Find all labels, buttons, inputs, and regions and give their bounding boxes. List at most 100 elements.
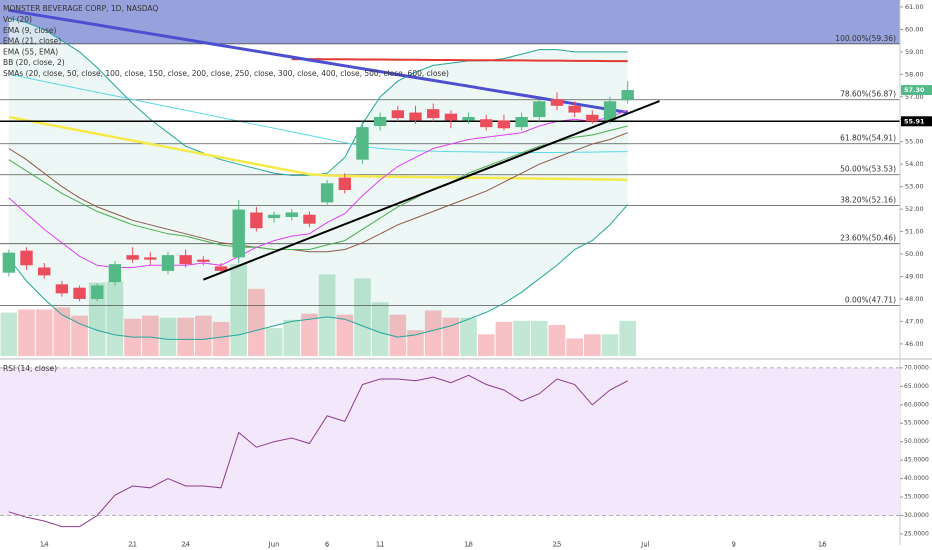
volume-bar (230, 264, 248, 356)
y-tick-label: 53.00 (905, 183, 924, 191)
volume-bar (424, 310, 442, 356)
fib-label: 61.80%(54.91) (840, 134, 896, 143)
volume-bar (53, 307, 71, 356)
volume-bar (318, 274, 336, 356)
x-tick-label: 24 (181, 541, 190, 549)
x-tick-label: 9 (732, 541, 736, 549)
volume-bar (35, 309, 53, 356)
rsi-y-tick-label: 25.0000 (904, 530, 929, 537)
x-tick-label: Jul (640, 541, 650, 549)
candle-body (462, 117, 475, 121)
y-tick-label: 58.00 (905, 70, 924, 78)
candle-body (356, 127, 369, 160)
band-line (8, 204, 629, 340)
rsi-y-tick-label: 35.0000 (904, 494, 929, 501)
candle-body (179, 255, 192, 265)
x-tick-label: 21 (128, 541, 137, 549)
overlay-line (8, 8, 628, 114)
candle-body (621, 90, 634, 101)
fib-label: 78.60%(56.87) (840, 90, 896, 99)
candle-body (20, 250, 33, 266)
candle-body (285, 212, 298, 217)
y-tick-label: 61.00 (905, 3, 924, 11)
volume-bar (601, 334, 619, 356)
rsi-y-tick-label: 30.0000 (904, 512, 929, 519)
indicator-label: EMA (9, close) (3, 26, 57, 35)
candle-body (250, 212, 263, 229)
candle-body (338, 177, 351, 191)
candle-body (73, 287, 86, 299)
rsi-y-tick-label: 60.0000 (904, 401, 929, 408)
volume-bar (619, 320, 637, 356)
fib-label: 38.20%(52.16) (840, 196, 896, 205)
x-tick-label: 16 (818, 541, 827, 549)
volume-bar (513, 320, 530, 356)
overlay-line (8, 115, 628, 182)
candle-body (409, 112, 422, 121)
candle-body (480, 119, 493, 128)
candle-body (533, 101, 546, 118)
candle-body (144, 257, 157, 260)
indicator-label: EMA (55, EMA) (3, 47, 58, 56)
candle-body (55, 284, 69, 294)
volume-bar (495, 321, 513, 356)
rsi-title: RSI (14, close) (3, 364, 57, 373)
candle-body (267, 214, 281, 219)
volume-bar (177, 317, 194, 356)
x-tick-label: 14 (40, 541, 49, 549)
candle-body (232, 209, 245, 258)
volume-bar (71, 315, 88, 356)
x-tick-label: 25 (553, 541, 562, 549)
y-tick-label: 57.00 (905, 93, 924, 101)
overlay-line (8, 132, 628, 253)
candle-body (108, 264, 122, 283)
volume-bar (248, 288, 265, 356)
volume-bar (0, 312, 18, 356)
fib-label: 0.00%(47.71) (845, 295, 896, 304)
volume-bar (88, 282, 106, 356)
overlay-line (8, 73, 628, 153)
fib-label: 50.00%(53.53) (840, 165, 896, 174)
indicator-label: SMAs (20, close, 50, close, 100, close, … (3, 69, 449, 78)
candle-body (603, 101, 617, 121)
y-tick-label: 50.00 (905, 250, 924, 258)
candle-body (586, 114, 599, 122)
fib-label: 23.60%(50.46) (840, 234, 896, 243)
rsi-y-tick-label: 70.0000 (904, 364, 929, 371)
y-tick-label: 46.00 (905, 340, 924, 348)
rsi-line (8, 374, 628, 528)
volume-bar (194, 315, 212, 356)
candle-body (38, 267, 51, 276)
indicator-label: EMA (21, close) (3, 37, 61, 46)
y-tick-label: 49.00 (905, 272, 924, 280)
candle-body (568, 105, 581, 113)
candle-body (515, 117, 528, 128)
volume-bar (407, 330, 424, 356)
volume-bar (265, 328, 283, 356)
y-tick-label: 55.00 (905, 138, 924, 146)
rsi-y-tick-label: 40.0000 (904, 475, 929, 482)
overlay-line (8, 125, 628, 250)
price-box-label: 55.91 (904, 117, 925, 125)
candle-body (497, 120, 511, 129)
y-tick-label: 54.00 (905, 160, 924, 168)
x-tick-label: Jun (268, 541, 280, 549)
volume-bar (18, 309, 35, 356)
candle-body (197, 259, 210, 262)
overlay-line (291, 58, 628, 63)
candle-body (2, 252, 16, 273)
price-box-label: 57.30 (904, 86, 925, 94)
y-tick-label: 59.00 (905, 48, 924, 56)
volume-bar (460, 317, 477, 356)
y-tick-label: 60.00 (905, 25, 924, 33)
x-tick-label: 6 (325, 541, 330, 549)
candle-body (320, 183, 334, 203)
candle-body (161, 255, 175, 271)
y-tick-label: 51.00 (905, 228, 924, 236)
rsi-y-tick-label: 50.0000 (904, 438, 929, 445)
candle-body (126, 255, 139, 260)
y-tick-label: 47.00 (905, 317, 924, 325)
price-box (901, 116, 932, 127)
volume-bar (106, 281, 124, 356)
